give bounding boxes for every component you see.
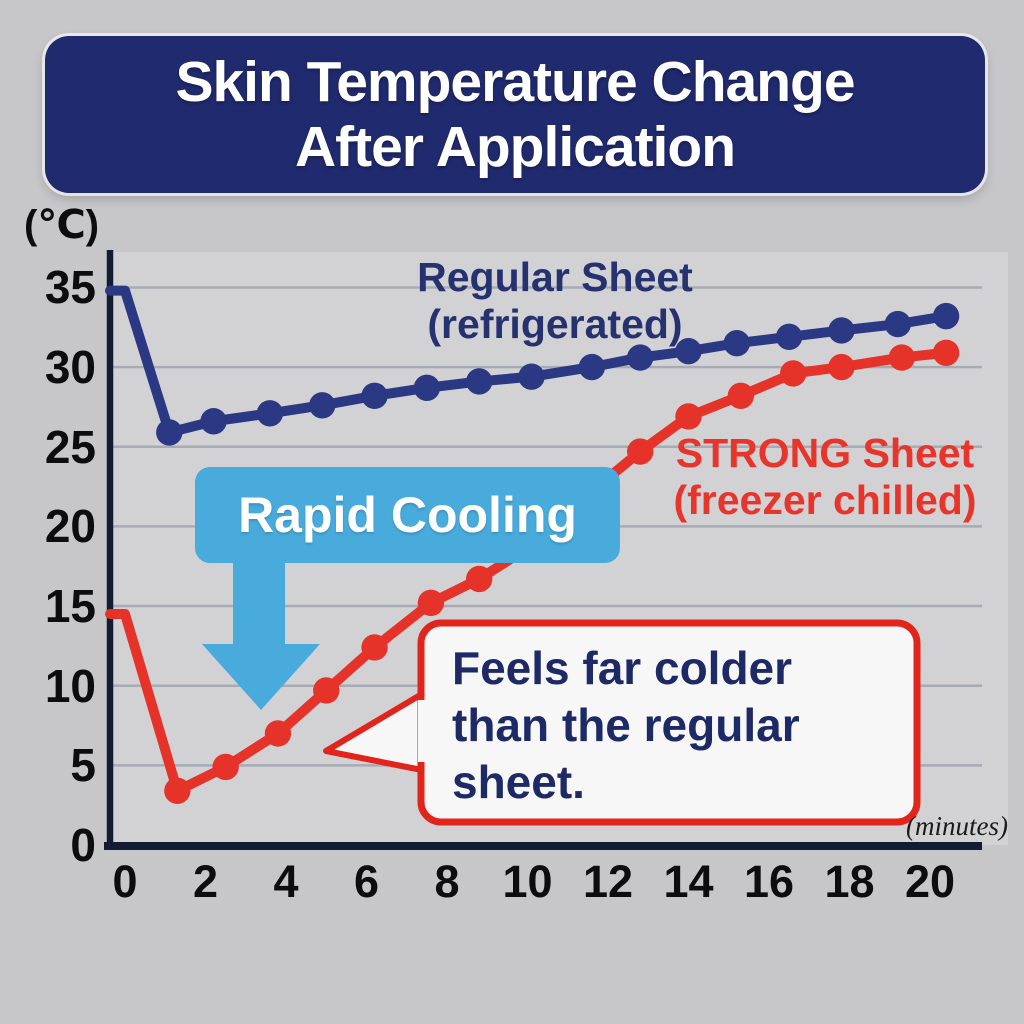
legend-strong-sheet: STRONG Sheet (freezer chilled) (640, 430, 1010, 523)
legend-regular-sheet: Regular Sheet (refrigerated) (370, 254, 740, 347)
callout-line-2: than the regular (452, 699, 800, 751)
x-tick-label: 2 (192, 856, 219, 907)
callout-tail-join (418, 700, 444, 762)
y-tick-label: 15 (44, 580, 96, 633)
x-tick-label: 10 (502, 856, 553, 907)
x-tick-label: 6 (353, 856, 380, 907)
callout-line-3: sheet. (452, 756, 585, 808)
legend-regular-line-1: Regular Sheet (417, 254, 693, 300)
y-tick-label: 10 (44, 659, 96, 712)
series-strong-points (164, 339, 960, 805)
x-tick-label: 8 (434, 856, 460, 907)
y-axis-unit-label: (℃) (24, 203, 100, 247)
y-tick-label: 0 (70, 819, 96, 871)
y-tick-label: 5 (70, 739, 96, 792)
x-tick-label: 4 (273, 856, 299, 907)
y-tick-label: 35 (44, 261, 96, 314)
down-arrow-icon (202, 644, 320, 710)
legend-strong-line-2: (freezer chilled) (673, 476, 977, 523)
x-tick-label: 0 (112, 856, 138, 907)
series-regular-points (156, 302, 960, 446)
x-tick-label: 16 (743, 856, 795, 907)
title-line-1: Skin Temperature Change (175, 50, 855, 115)
rapid-cooling-box (195, 467, 620, 563)
rapid-cooling-label: Rapid Cooling (238, 486, 577, 543)
callout-text: Feels far colder than the regular sheet. (452, 640, 902, 811)
y-tick-label: 20 (44, 500, 96, 553)
y-tick-label: 30 (44, 341, 96, 394)
title-banner: Skin Temperature Change After Applicatio… (45, 36, 985, 193)
rapid-cooling-annotation (195, 467, 620, 710)
x-tick-label: 20 (904, 856, 956, 907)
y-tick-label: 25 (44, 420, 96, 473)
x-tick-label: 14 (663, 856, 714, 907)
callout-bubble (323, 619, 921, 826)
x-tick-label: 18 (824, 856, 875, 907)
callout-line-1: Feels far colder (452, 642, 793, 694)
x-tick-label: 12 (582, 856, 634, 907)
x-axis-unit-label: (minutes) (906, 811, 1008, 841)
legend-regular-line-2: (refrigerated) (427, 300, 683, 347)
title-line-2: After Application (294, 114, 736, 179)
legend-strong-line-1: STRONG Sheet (675, 430, 975, 476)
